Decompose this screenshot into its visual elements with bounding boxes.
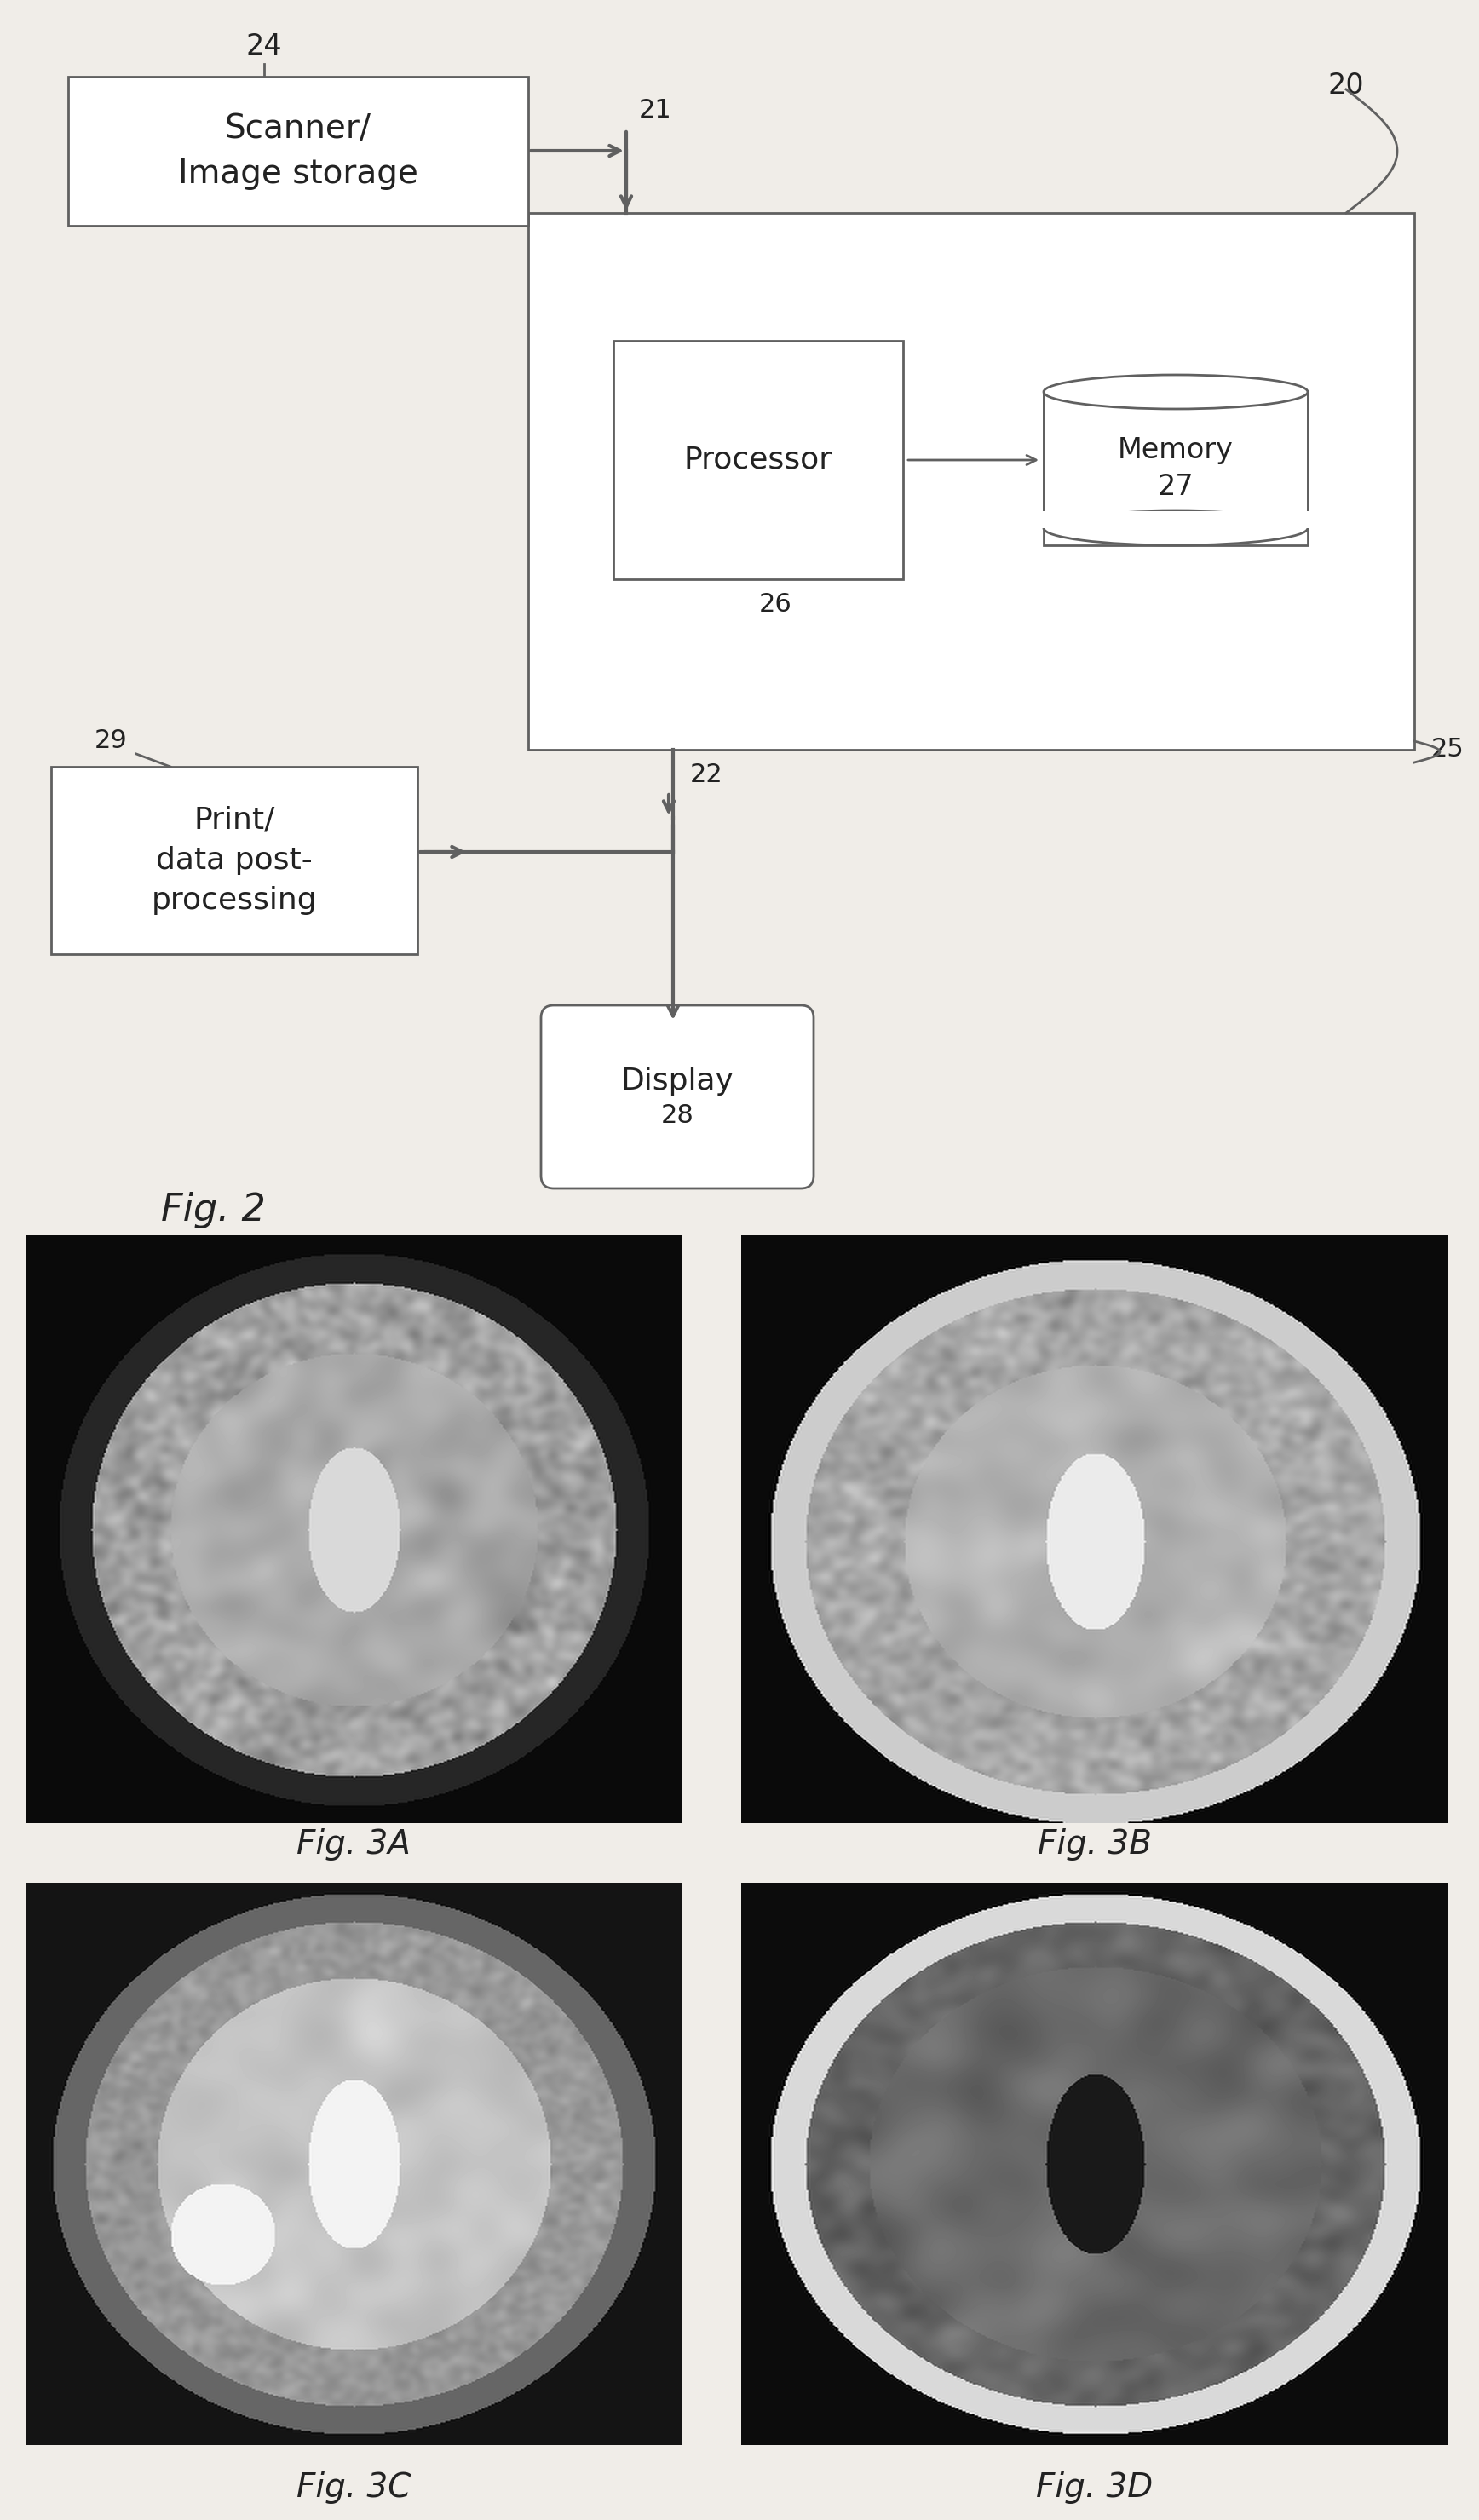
Bar	[528, 214, 1414, 748]
Text: 24: 24	[246, 33, 282, 60]
Text: 26: 26	[759, 592, 791, 617]
Text: Fig. 3B: Fig. 3B	[1038, 1827, 1152, 1860]
Text: Fig. 2: Fig. 2	[161, 1192, 265, 1227]
Text: Fig. 3D: Fig. 3D	[1037, 2472, 1154, 2505]
Text: Display: Display	[621, 1066, 734, 1096]
Text: Fig. 3C: Fig. 3C	[296, 2472, 411, 2505]
Text: Print/
data post-
processing: Print/ data post- processing	[151, 806, 317, 915]
Text: 25: 25	[1432, 738, 1464, 761]
Bar	[52, 766, 417, 955]
FancyBboxPatch shape	[541, 1005, 813, 1189]
Text: Processor: Processor	[685, 446, 833, 474]
Bar	[614, 340, 904, 580]
Bar	[68, 76, 528, 227]
Text: 21: 21	[639, 98, 671, 123]
Text: Memory
27: Memory 27	[1118, 436, 1233, 501]
Bar	[1044, 393, 1307, 544]
Text: 22: 22	[691, 764, 723, 789]
Text: Fig. 3A: Fig. 3A	[296, 1827, 411, 1860]
Text: 28: 28	[661, 1104, 694, 1129]
Text: 29: 29	[95, 728, 127, 753]
Ellipse shape	[1044, 375, 1307, 408]
Ellipse shape	[1044, 512, 1307, 544]
Bar	[1041, 512, 1309, 529]
Text: Scanner/
Image storage: Scanner/ Image storage	[177, 113, 419, 189]
Text: 20: 20	[1328, 71, 1364, 98]
